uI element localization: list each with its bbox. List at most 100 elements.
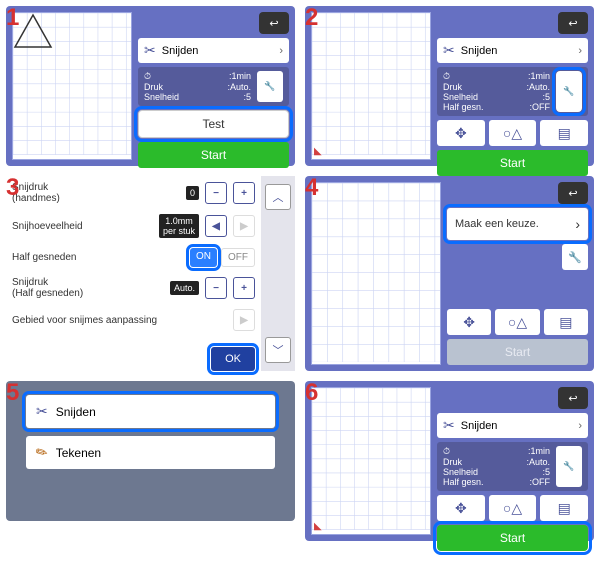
setting-label: Snijdruk (Half gesneden)	[12, 277, 164, 299]
start-button[interactable]: Start	[138, 142, 289, 168]
setting-value: Auto.	[170, 281, 199, 295]
right-column: ↩ Maak een keuze. › 🔧 ✥ ○△ ▤ Start	[447, 182, 588, 365]
device-screen: ◣ ↩ ✂ Snijden › ⏱:1min Druk:Auto. Snelhe…	[305, 381, 594, 541]
scroll-up-button[interactable]: ︿	[265, 184, 291, 210]
wrench-icon: 🔧	[568, 251, 582, 264]
back-button[interactable]: ↩	[558, 387, 588, 409]
device-screen: ↩ ✂ Snijden › ⏱:1min Druk:Auto. Snelheid…	[6, 6, 295, 166]
grid-svg	[312, 388, 430, 530]
right-column: ↩ ✂ Snijden › ⏱:1min Druk:Auto. Snelheid…	[437, 387, 588, 535]
plus-button[interactable]: +	[233, 182, 255, 204]
option-tekenen[interactable]: ✎ Tekenen	[26, 436, 275, 469]
minus-button[interactable]: −	[205, 277, 227, 299]
off-toggle[interactable]: OFF	[221, 248, 255, 267]
shapes-icon: ○△	[508, 314, 527, 331]
mode-label: Snijden	[461, 45, 498, 57]
mode-button[interactable]: ✂ Snijden ›	[437, 413, 588, 438]
layers-icon: ▤	[558, 500, 571, 517]
mode-label: Snijden	[162, 45, 199, 57]
move-button[interactable]: ✥	[437, 120, 485, 146]
corner-marker-icon: ◣	[314, 521, 322, 532]
test-button[interactable]: Test	[138, 110, 289, 138]
chevron-right-icon: ›	[279, 45, 283, 57]
setting-label: Snijhoeveelheid	[12, 221, 153, 232]
choice-list: ✂ Snijden ✎ Tekenen	[6, 381, 295, 521]
setting-row-snijdruk: Snijdruk (handmes) 0 − +	[12, 182, 255, 204]
back-button[interactable]: ↩	[558, 182, 588, 204]
right-column: ↩ ✂ Snijden › ⏱:1min Druk:Auto. Snelheid…	[437, 12, 588, 160]
move-icon: ✥	[455, 500, 467, 517]
wrench-icon: 🔧	[563, 461, 574, 472]
back-icon: ↩	[269, 17, 278, 30]
wrench-icon: 🔧	[264, 81, 275, 92]
step-number: 3	[6, 174, 19, 202]
settings-button[interactable]: 🔧	[556, 71, 582, 112]
grid-svg	[312, 13, 430, 155]
setting-label: Gebied voor snijmes aanpassing	[12, 315, 227, 326]
settings-button[interactable]: 🔧	[562, 244, 588, 270]
settings-button[interactable]: 🔧	[257, 71, 283, 102]
layers-button[interactable]: ▤	[540, 495, 588, 521]
step-1: 1 ↩ ✂ Snijden › ⏱:1min Dr	[6, 6, 295, 166]
canvas-grid	[12, 12, 132, 160]
shapes-button[interactable]: ○△	[489, 495, 537, 521]
shapes-button[interactable]: ○△	[489, 120, 537, 146]
option-label: Tekenen	[56, 446, 101, 460]
tool-row: ✥ ○△ ▤	[447, 309, 588, 335]
step-number: 5	[6, 379, 19, 407]
setting-label: Snijdruk (handmes)	[12, 182, 180, 204]
layers-button[interactable]: ▤	[544, 309, 588, 335]
right-button[interactable]: ▶	[233, 309, 255, 331]
step-6: 6 ◣ ↩ ✂ Snijden › ⏱:1min D	[305, 381, 594, 541]
right-column: ↩ ✂ Snijden › ⏱:1min Druk:Auto. Snelheid…	[138, 12, 289, 160]
scroll-column: ︿ ﹀	[261, 176, 295, 371]
mode-button[interactable]: ✂ Snijden ›	[138, 38, 289, 63]
layers-icon: ▤	[559, 314, 572, 331]
tool-row: ✥ ○△ ▤	[437, 495, 588, 521]
start-button[interactable]: Start	[437, 150, 588, 176]
canvas-grid	[311, 182, 441, 365]
back-button[interactable]: ↩	[259, 12, 289, 34]
mode-label: Snijden	[461, 420, 498, 432]
shapes-button[interactable]: ○△	[495, 309, 539, 335]
canvas-grid: ◣	[311, 387, 431, 535]
shapes-icon: ○△	[503, 125, 522, 142]
setting-label: Half gesneden	[12, 252, 184, 263]
step-number: 2	[305, 4, 318, 32]
start-button[interactable]: Start	[437, 525, 588, 551]
right-button[interactable]: ▶	[233, 215, 255, 237]
scissors-icon: ✂	[36, 403, 48, 420]
chevron-right-icon: ›	[578, 420, 582, 432]
scissors-icon: ✂	[144, 42, 156, 59]
setting-row-gebied: Gebied voor snijmes aanpassing ▶	[12, 309, 255, 331]
canvas-grid: ◣	[311, 12, 431, 160]
chevron-up-icon: ︿	[273, 189, 284, 205]
move-button[interactable]: ✥	[447, 309, 491, 335]
setting-value: 0	[186, 186, 199, 200]
step-3: 3 Snijdruk (handmes) 0 − + Snijhoeveelhe…	[6, 176, 295, 371]
plus-button[interactable]: +	[233, 277, 255, 299]
settings-button[interactable]: 🔧	[556, 446, 582, 487]
ok-button[interactable]: OK	[211, 347, 255, 371]
on-toggle[interactable]: ON	[190, 248, 217, 267]
make-choice-button[interactable]: Maak een keuze. ›	[447, 208, 588, 240]
device-screen: ◣ ↩ ✂ Snijden › ⏱:1min Druk:Auto. Snelhe…	[305, 6, 594, 166]
grid-svg	[312, 183, 440, 362]
left-button[interactable]: ◀	[205, 215, 227, 237]
scroll-down-button[interactable]: ﹀	[265, 337, 291, 363]
option-snijden[interactable]: ✂ Snijden	[26, 395, 275, 428]
back-button[interactable]: ↩	[558, 12, 588, 34]
back-icon: ↩	[568, 187, 577, 200]
setting-row-snijhoeveelheid: Snijhoeveelheid 1.0mm per stuk ◀ ▶	[12, 214, 255, 238]
minus-button[interactable]: −	[205, 182, 227, 204]
chevron-right-icon: ›	[575, 216, 580, 232]
back-icon: ↩	[568, 17, 577, 30]
move-button[interactable]: ✥	[437, 495, 485, 521]
back-icon: ↩	[568, 392, 577, 405]
step-2: 2 ◣ ↩ ✂ Snijden › ⏱:1min D	[305, 6, 594, 166]
layers-icon: ▤	[558, 125, 571, 142]
layers-button[interactable]: ▤	[540, 120, 588, 146]
chevron-right-icon: ›	[578, 45, 582, 57]
settings-summary: ⏱:1min Druk:Auto. Snelheid:5 🔧	[138, 67, 289, 106]
mode-button[interactable]: ✂ Snijden ›	[437, 38, 588, 63]
